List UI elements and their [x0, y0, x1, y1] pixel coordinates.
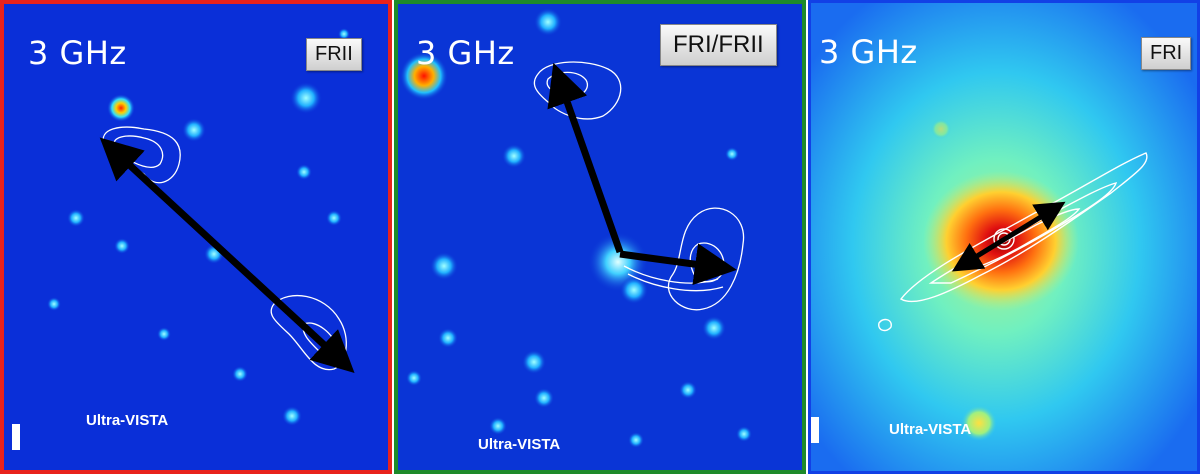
panel-frii: 3 GHz FRII Ultra-VISTA [0, 0, 392, 474]
jet-arrow-north [547, 62, 624, 254]
survey-label: Ultra-VISTA [478, 436, 561, 453]
jet-arrow [99, 137, 355, 374]
fr-class-badge: FRI [1141, 37, 1192, 70]
jet-arrow [951, 201, 1066, 272]
frequency-label: 3 GHz [819, 33, 918, 71]
scale-bar [811, 417, 819, 443]
panel-fri-frii: 3 GHz FRI/FRII Ultra-VISTA [394, 0, 806, 474]
panel-fri: 3 GHz FRI Ultra-VISTA [808, 0, 1200, 474]
survey-label: Ultra-VISTA [889, 421, 972, 438]
fr-class-badge: FRII [306, 38, 362, 71]
fr-class-badge: FRI/FRII [660, 24, 777, 66]
survey-label: Ultra-VISTA [86, 412, 169, 429]
panel-fri-frii-image [400, 8, 752, 448]
panel-frii-image [47, 28, 355, 426]
frequency-label: 3 GHz [28, 34, 127, 72]
background-sources [400, 8, 752, 448]
jet-arrow-east [619, 243, 737, 286]
panel-fri-image [811, 3, 1197, 471]
scale-bar [12, 424, 20, 450]
frequency-label: 3 GHz [416, 34, 515, 72]
